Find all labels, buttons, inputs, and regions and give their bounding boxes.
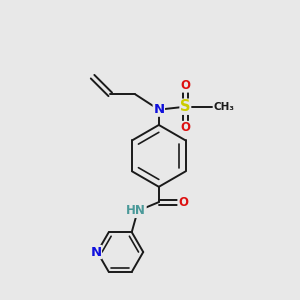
Text: O: O	[180, 79, 190, 92]
Text: N: N	[153, 103, 164, 116]
Text: O: O	[180, 122, 190, 134]
Text: HN: HN	[126, 205, 146, 218]
Text: O: O	[178, 196, 188, 208]
Text: N: N	[90, 245, 101, 259]
Text: CH₃: CH₃	[213, 102, 234, 112]
Text: S: S	[180, 99, 190, 114]
